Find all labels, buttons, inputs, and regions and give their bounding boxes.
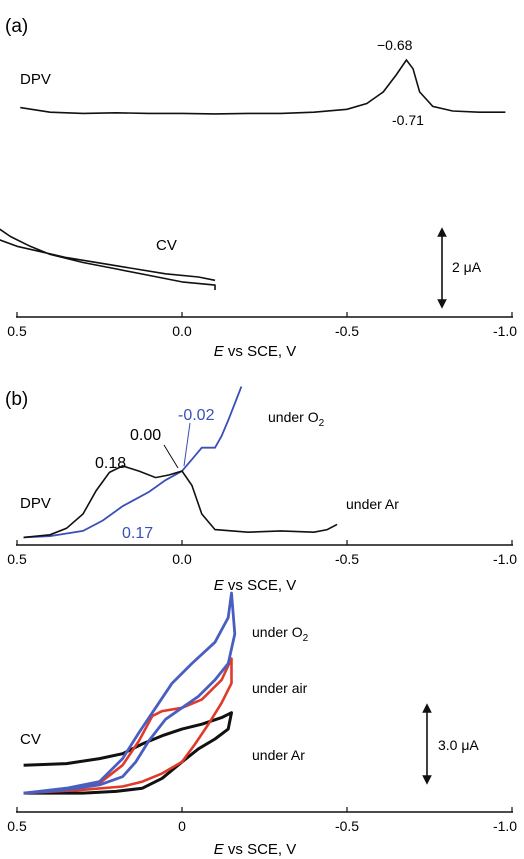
cv-trace-a: [0, 228, 216, 290]
tick-label-a-m10: -1.0: [493, 323, 517, 339]
series-label-under-ar: under Ar: [346, 496, 399, 512]
dpv-label-b: DPV: [20, 495, 51, 512]
leader-line-000: [163, 444, 179, 469]
tick-label-b-m10: -1.0: [493, 551, 517, 567]
series-label-cv-under-air: under air: [252, 680, 308, 696]
tick-label-a-00: 0.0: [172, 323, 192, 339]
series-label-cv-under-o2-text: under O: [252, 624, 303, 640]
x-axis-title-b-symbol: E: [214, 577, 225, 594]
x-axis-b: 0.5 0.0 -0.5 -1.0 E vs SCE, V: [7, 540, 517, 594]
dpv-trace-a: [20, 58, 506, 115]
panel-a: (a) DPV CV −0.68 -0.71 2 μA 0.5 0.0 -0.5…: [0, 16, 517, 360]
tick-label-c-05: 0.5: [7, 818, 27, 834]
cv-trace-under-o2: [23, 591, 237, 795]
x-axis-title-a: E vs SCE, V: [214, 343, 297, 360]
x-axis-title-a-rest: vs SCE, V: [224, 343, 297, 360]
annotation-000: 0.00: [130, 427, 161, 444]
cv-label-a: CV: [156, 237, 177, 254]
leader-line-m002: [183, 422, 191, 467]
x-axis-title-a-symbol: E: [214, 343, 225, 360]
scale-bar-label-a: 2 μA: [452, 259, 482, 275]
annotation-017: 0.17: [122, 525, 153, 542]
panel-a-label: (a): [5, 16, 28, 37]
annotation-m002: -0.02: [178, 407, 215, 424]
tick-label-b-m05: -0.5: [335, 551, 359, 567]
panel-b-cv: CV under O2 under air under Ar 3.0 μA 0.…: [7, 591, 517, 858]
peak-annotation-071: -0.71: [392, 112, 424, 128]
tick-label-b-05: 0.5: [7, 551, 27, 567]
tick-label-a-05: 0.5: [7, 323, 27, 339]
panel-b-label: (b): [5, 389, 28, 410]
series-label-cv-under-ar: under Ar: [252, 747, 305, 763]
x-axis-title-c: E vs SCE, V: [214, 841, 297, 858]
x-axis-a: 0.5 0.0 -0.5 -1.0 E vs SCE, V: [7, 312, 517, 360]
x-axis-title-c-rest: vs SCE, V: [224, 841, 297, 858]
tick-label-a-m05: -0.5: [335, 323, 359, 339]
tick-label-b-00: 0.0: [172, 551, 192, 567]
panel-b-dpv: (b) DPV 0.18 0.00 -0.02 0.17 under O2 un…: [5, 386, 517, 594]
dpv-label-a: DPV: [20, 71, 51, 88]
series-label-under-o2-text: under O: [268, 409, 319, 425]
series-label-under-o2: under O2: [268, 409, 325, 429]
cv-label-b: CV: [20, 731, 41, 748]
annotation-018: 0.18: [95, 455, 126, 472]
cv-trace-under-air: [23, 657, 233, 795]
series-label-cv-under-o2: under O2: [252, 624, 309, 644]
series-label-cv-under-o2-sub: 2: [303, 633, 309, 644]
x-axis-c: 0.5 0 -0.5 -1.0 E vs SCE, V: [7, 807, 517, 858]
x-axis-title-c-symbol: E: [214, 841, 225, 858]
tick-label-c-m05: -0.5: [335, 818, 359, 834]
peak-annotation-068: −0.68: [377, 37, 413, 53]
x-axis-title-b: E vs SCE, V: [214, 577, 297, 594]
scale-bar-label-b: 3.0 μA: [438, 737, 479, 753]
dpv-trace-under-ar: [23, 465, 338, 539]
cv-trace-under-ar: [23, 711, 233, 795]
x-axis-title-b-rest: vs SCE, V: [224, 577, 297, 594]
tick-label-c-m10: -1.0: [493, 818, 517, 834]
tick-label-c-00: 0: [178, 818, 186, 834]
series-label-under-o2-sub: 2: [319, 418, 325, 429]
